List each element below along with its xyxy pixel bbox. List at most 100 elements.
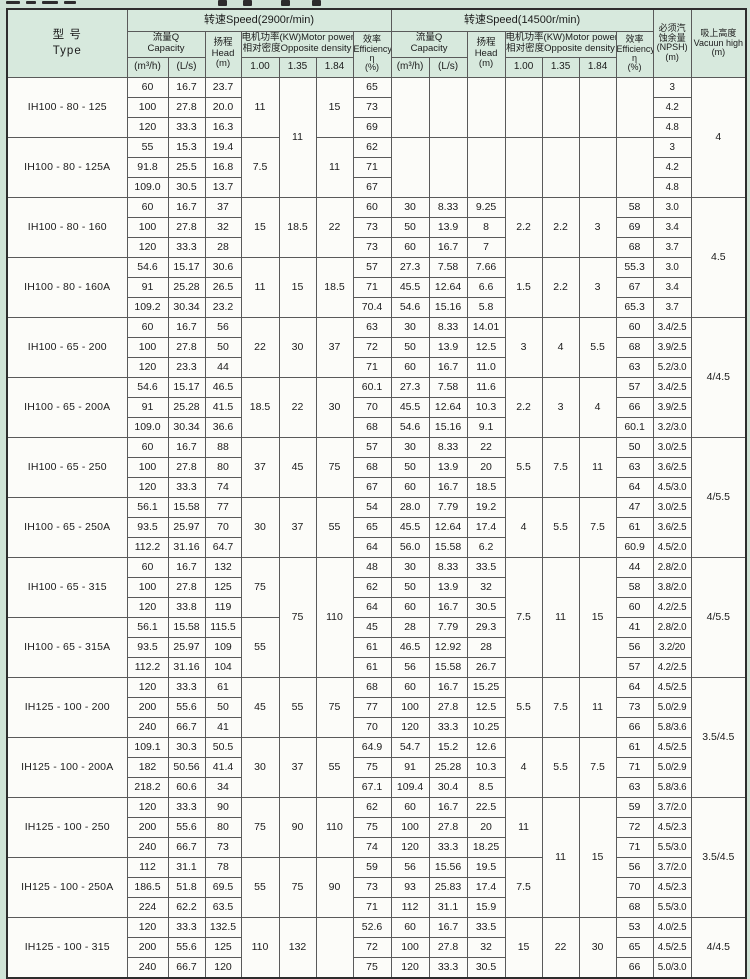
cell-eff-1450: 64 xyxy=(615,676,654,698)
cell-power-2900-1.00: 37 xyxy=(240,436,280,498)
cell-capacity-m3h-1450: 50 xyxy=(390,456,430,478)
cell-npsh: 3.9/2.5 xyxy=(652,336,692,358)
cell-empty-1450 xyxy=(466,76,506,138)
cell-head-1450: 11.0 xyxy=(466,356,506,378)
cell-head-1450: 26.7 xyxy=(466,656,506,678)
cell-eff-1450: 68 xyxy=(615,336,654,358)
cell-capacity-m3h-1450: 60 xyxy=(390,676,430,698)
eff-en: Efficiency xyxy=(616,43,654,54)
cell-vacuum-high: 4.5 xyxy=(690,196,747,318)
cell-power-1450-1.35 xyxy=(541,136,580,198)
cell-capacity-ls-2900: 27.8 xyxy=(167,216,206,238)
cell-capacity-ls-1450: 7.79 xyxy=(428,496,468,518)
cell-head-1450: 29.3 xyxy=(466,616,506,638)
cell-power-1450-1.00: 5.5 xyxy=(504,436,543,498)
cell-power-2900-1.00: 15 xyxy=(240,196,280,258)
cell-eff-1450: 58 xyxy=(615,196,654,218)
cell-power-2900-1.00: 110 xyxy=(240,916,280,978)
cell-capacity-ls-2900: 16.7 xyxy=(167,556,206,578)
cell-power-1450-1.00: 1.5 xyxy=(504,256,543,318)
cell-power-1450-1.35: 22 xyxy=(541,916,580,978)
table-row: IH100 - 65 - 250 60 16.7 88 37 45 75 57 30 8.33 22… xyxy=(6,436,747,558)
density-100-1450: 1.00 xyxy=(504,56,543,78)
cell-capacity-m3h-1450: 30 xyxy=(390,556,430,578)
cell-eff-2900: 70 xyxy=(352,716,392,738)
cell-head-2900: 73 xyxy=(204,836,242,858)
eff-cn: 效率 xyxy=(625,34,644,45)
density-135-1450: 1.35 xyxy=(541,56,580,78)
cell-power-1450-1.35 xyxy=(541,76,580,138)
cell-npsh: 4.5/2.5 xyxy=(652,676,692,698)
eff-en: Efficiency xyxy=(353,43,392,54)
cell-capacity-m3h-1450: 30 xyxy=(390,316,430,338)
header-type-en: Type xyxy=(52,45,82,58)
cell-capacity-m3h-2900: 112.2 xyxy=(126,656,169,678)
cell-capacity-m3h-1450: 60 xyxy=(390,476,430,498)
cell-capacity-ls-1450: 15.58 xyxy=(428,536,468,558)
cell-capacity-m3h-1450: 109.4 xyxy=(390,776,430,798)
cell-eff-2900: 67 xyxy=(352,476,392,498)
table-row: 91.8 25.5 16.8 71 4.2 xyxy=(7,156,746,178)
cell-capacity-m3h-1450: 30 xyxy=(390,196,430,218)
cell-capacity-ls-2900: 30.34 xyxy=(167,416,206,438)
header-eff-2900: 效率 Efficiency η (%) xyxy=(352,30,392,78)
cell-capacity-m3h-2900: 120 xyxy=(126,596,169,618)
header-capacity-1450: 流量Q Capacity xyxy=(390,30,468,58)
cell-capacity-m3h-2900: 120 xyxy=(126,116,169,138)
cell-head-2900: 63.5 xyxy=(204,896,242,918)
cell-capacity-ls-1450: 25.28 xyxy=(428,756,468,778)
cell-head-1450: 6.6 xyxy=(466,276,506,298)
cell-capacity-ls-2900: 15.58 xyxy=(167,616,206,638)
cell-capacity-ls-2900: 27.8 xyxy=(167,96,206,118)
cell-power-2900-1.84: 22 xyxy=(315,196,354,258)
cell-capacity-m3h-2900: 54.6 xyxy=(126,376,169,398)
header-npsh-line4: (m) xyxy=(665,51,679,62)
table-row: IH125 - 100 - 250A 112 31.1 78 55 75 90 59 56 15.… xyxy=(6,856,746,918)
cell-capacity-ls-2900: 25.28 xyxy=(167,276,206,298)
cell-capacity-ls-2900: 31.16 xyxy=(167,656,206,678)
cell-capacity-m3h-1450: 56 xyxy=(390,856,430,878)
cell-capacity-ls-1450: 15.58 xyxy=(428,656,468,678)
cell-power-1450-1.84: 5.5 xyxy=(578,316,617,378)
cell-head-2900: 115.5 xyxy=(204,616,242,638)
cell-capacity-ls-2900: 30.34 xyxy=(167,296,206,318)
cell-capacity-ls-1450: 27.8 xyxy=(428,696,468,718)
cell-npsh: 3.7 xyxy=(652,296,692,318)
cell-capacity-ls-2900: 33.3 xyxy=(167,916,206,938)
cell-head-1450: 12.5 xyxy=(466,696,506,718)
cell-head-1450: 8.5 xyxy=(466,776,506,798)
cell-eff-2900: 65 xyxy=(352,76,392,98)
cell-npsh: 4.5/2.5 xyxy=(652,736,692,758)
cell-eff-2900: 57 xyxy=(352,256,392,278)
cell-power-1450-1.84 xyxy=(578,136,617,198)
cell-capacity-m3h-2900: 200 xyxy=(126,936,169,958)
cell-eff-1450: 70 xyxy=(615,876,654,898)
cell-capacity-ls-2900: 33.8 xyxy=(167,596,206,618)
cell-capacity-ls-2900: 27.8 xyxy=(167,336,206,358)
cell-power-1450-1.35: 11 xyxy=(541,556,580,678)
cell-capacity-ls-2900: 33.3 xyxy=(167,116,206,138)
cell-head-1450: 32 xyxy=(466,936,506,958)
cell-capacity-ls-1450: 31.1 xyxy=(428,896,468,918)
cell-head-1450: 18.25 xyxy=(466,836,506,858)
head-cn: 扬程 xyxy=(213,37,233,49)
cell-head-2900: 16.3 xyxy=(204,116,242,138)
cell-eff-1450: 56 xyxy=(615,636,654,658)
cell-head-2900: 88 xyxy=(204,436,242,458)
cell-power-1450-1.84: 3 xyxy=(578,196,617,258)
cell-capacity-m3h-2900: 100 xyxy=(126,576,169,598)
table-row: 91 25.28 41.5 70 45.5 12.64 10.3 66 3.9/2.5 xyxy=(7,396,746,418)
cell-capacity-ls-2900: 31.1 xyxy=(167,856,206,878)
cell-capacity-ls-2900: 55.6 xyxy=(167,936,206,958)
cell-capacity-ls-2900: 16.7 xyxy=(167,196,206,218)
cell-power-2900-1.35: 30 xyxy=(278,316,317,378)
cell-power-2900-1.35: 45 xyxy=(278,436,317,498)
cell-eff-2900: 61 xyxy=(352,636,392,658)
header-vacuum-line3: (m) xyxy=(711,46,726,57)
cell-power-1450-1.00: 2.2 xyxy=(504,196,543,258)
cell-capacity-m3h-2900: 186.5 xyxy=(126,876,169,898)
cell-eff-1450: 57 xyxy=(615,656,654,678)
cell-eff-2900: 62 xyxy=(352,576,392,598)
cell-capacity-ls-2900: 16.7 xyxy=(167,76,206,98)
cell-eff-2900: 64 xyxy=(352,536,392,558)
